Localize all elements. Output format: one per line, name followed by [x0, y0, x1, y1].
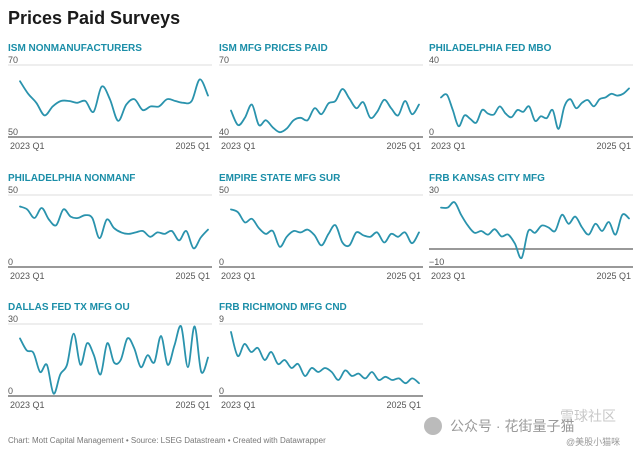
y-tick-max: 30	[429, 185, 439, 195]
x-tick-start: 2023 Q1	[221, 141, 256, 151]
panel-philadelphia-nonmanf: PHILADELPHIA NONMANF 50 0 2023 Q1 2025 Q1	[8, 173, 212, 295]
line-chart: 30 0 2023 Q1 2025 Q1	[8, 314, 212, 410]
y-tick-min: 0	[219, 386, 224, 396]
x-tick-start: 2023 Q1	[10, 400, 45, 410]
panel-frb-richmond-mfg: FRB RICHMOND MFG CND 9 0 2023 Q1 2025 Q1	[219, 302, 423, 424]
x-tick-start: 2023 Q1	[431, 271, 466, 281]
y-tick-max: 50	[219, 185, 229, 195]
watermark-handle: @美股小猫咪	[566, 437, 621, 447]
x-tick-start: 2023 Q1	[10, 271, 45, 281]
line-chart: 40 0 2023 Q1 2025 Q1	[429, 55, 633, 151]
chart-title: EMPIRE STATE MFG SUR	[219, 173, 341, 184]
y-tick-max: 70	[219, 55, 229, 65]
watermark: 公众号 · 花街量子猫	[424, 416, 574, 436]
x-tick-end: 2025 Q1	[175, 400, 210, 410]
y-tick-max: 40	[429, 55, 439, 65]
y-tick-min: 0	[8, 257, 13, 267]
line-chart: 30 −10 2023 Q1 2025 Q1	[429, 185, 633, 281]
line-chart: 50 0 2023 Q1 2025 Q1	[8, 185, 212, 281]
chart-footer: Chart: Mott Capital Management • Source:…	[8, 436, 326, 445]
panel-empire-state-mfg: EMPIRE STATE MFG SUR 50 0 2023 Q1 2025 Q1	[219, 173, 423, 295]
x-tick-end: 2025 Q1	[596, 271, 631, 281]
y-tick-min: −10	[429, 257, 444, 267]
chart-title: PHILADELPHIA FED MBO	[429, 43, 552, 54]
line-chart: 70 50 2023 Q1 2025 Q1	[8, 55, 212, 151]
y-tick-min: 0	[219, 257, 224, 267]
x-tick-start: 2023 Q1	[10, 141, 45, 151]
series-line	[230, 208, 420, 248]
y-tick-min: 0	[8, 386, 13, 396]
x-tick-end: 2025 Q1	[386, 400, 421, 410]
x-tick-end: 2025 Q1	[386, 271, 421, 281]
series-line	[19, 325, 209, 395]
x-tick-start: 2023 Q1	[431, 141, 466, 151]
chart-title: PHILADELPHIA NONMANF	[8, 173, 136, 184]
y-tick-min: 40	[219, 127, 229, 137]
x-tick-end: 2025 Q1	[596, 141, 631, 151]
page-title: Prices Paid Surveys	[8, 8, 181, 28]
chart-title: ISM MFG PRICES PAID	[219, 43, 328, 54]
y-tick-min: 0	[429, 127, 434, 137]
series-line	[19, 205, 209, 250]
watermark-account: 公众号 · 花街量子猫	[450, 418, 575, 434]
y-tick-max: 50	[8, 185, 18, 195]
panel-dallas-fed-tx-mfg: DALLAS FED TX MFG OU 30 0 2023 Q1 2025 Q1	[8, 302, 212, 424]
series-line	[440, 87, 630, 130]
line-chart: 9 0 2023 Q1 2025 Q1	[219, 314, 423, 410]
chart-title: DALLAS FED TX MFG OU	[8, 302, 130, 313]
series-line	[230, 88, 420, 134]
line-chart: 50 0 2023 Q1 2025 Q1	[219, 185, 423, 281]
x-tick-start: 2023 Q1	[221, 271, 256, 281]
x-tick-end: 2025 Q1	[175, 271, 210, 281]
chart-title: FRB RICHMOND MFG CND	[219, 302, 347, 313]
x-tick-end: 2025 Q1	[175, 141, 210, 151]
panel-philadelphia-fed-mbo: PHILADELPHIA FED MBO 40 0 2023 Q1 2025 Q1	[429, 43, 633, 165]
series-line	[19, 78, 209, 122]
y-tick-max: 70	[8, 55, 18, 65]
panel-ism-mfg-prices-paid: ISM MFG PRICES PAID 70 40 2023 Q1 2025 Q1	[219, 43, 423, 165]
chart-title: FRB KANSAS CITY MFG	[429, 173, 545, 184]
chart-title: ISM NONMANUFACTURERS	[8, 43, 142, 54]
panel-frb-kansas-city-mfg: FRB KANSAS CITY MFG 30 −10 2023 Q1 2025 Q1	[429, 173, 633, 295]
x-tick-end: 2025 Q1	[386, 141, 421, 151]
y-tick-max: 9	[219, 314, 224, 324]
panel-ism-nonmanufacturers: ISM NONMANUFACTURERS 70 50 2023 Q1 2025 Q1	[8, 43, 212, 165]
line-chart: 70 40 2023 Q1 2025 Q1	[219, 55, 423, 151]
y-tick-min: 50	[8, 127, 18, 137]
y-tick-max: 30	[8, 314, 18, 324]
series-line	[440, 201, 630, 260]
watermark-community: 雪球社区	[560, 408, 616, 424]
wechat-icon	[424, 417, 442, 435]
series-line	[230, 331, 420, 385]
x-tick-start: 2023 Q1	[221, 400, 256, 410]
